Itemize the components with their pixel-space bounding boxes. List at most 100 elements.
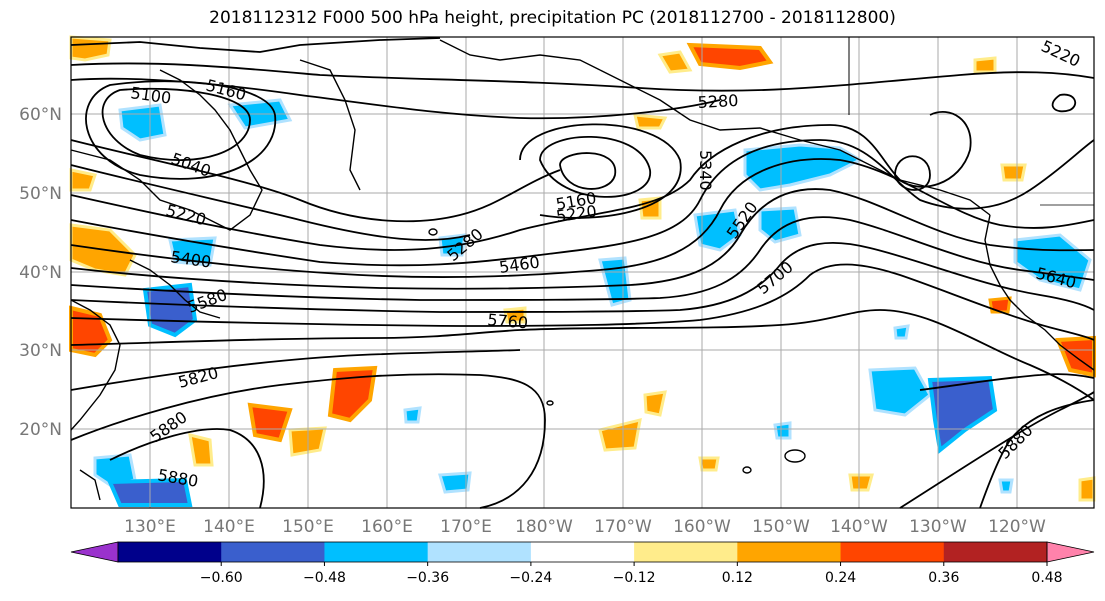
height-contour [109, 428, 265, 509]
lon-label: 150°E [282, 517, 334, 537]
colorbar-tick-label: 0.12 [722, 570, 753, 586]
height-contour [539, 135, 651, 198]
lon-label: 120°W [988, 517, 1046, 537]
coastline-bering [439, 39, 601, 71]
colorbar-segment [324, 542, 429, 562]
precip-negative-area [773, 421, 792, 440]
colorbar-tick-label: −0.36 [406, 570, 449, 586]
colorbar-tick-label: 0.48 [1031, 570, 1062, 586]
lon-label: 170°W [594, 517, 652, 537]
height-contour [70, 62, 1095, 92]
colorbar-tick-label: −0.24 [509, 570, 552, 586]
height-contour [1051, 93, 1077, 113]
longitude-labels: 130°E 140°E 150°E 160°E 170°E 180°W 170°… [124, 517, 1046, 537]
coastline-asia [70, 69, 263, 231]
colorbar-extend-min [70, 541, 119, 563]
lon-label: 180°W [515, 517, 573, 537]
colorbar-extend-max [1046, 541, 1095, 563]
colorbar: −0.60 −0.48 −0.36 −0.24 −0.12 0.12 0.24 0.36 0.4… [70, 541, 1095, 586]
colorbar-tick-label: 0.24 [825, 570, 856, 586]
colorbar-frame [117, 541, 1048, 563]
height-contour [70, 139, 1095, 267]
lon-label: 130°W [909, 517, 967, 537]
colorbar-tick-label: −0.60 [200, 570, 243, 586]
height-contour [70, 241, 1095, 313]
lat-label: 20°N [19, 420, 62, 440]
height-contour [919, 373, 1095, 391]
precip-negative-area [868, 366, 932, 417]
colorbar-tick-label: 0.36 [928, 570, 959, 586]
chart-title: 2018112312 F000 500 hPa height, precipit… [209, 8, 896, 28]
lat-label: 40°N [19, 263, 62, 283]
precip-positive-area [848, 473, 874, 492]
colorbar-segments [70, 541, 1095, 563]
precip-positive-area [686, 42, 774, 71]
island [546, 400, 554, 406]
lon-label: 170°E [440, 517, 492, 537]
height-contours [70, 37, 1095, 509]
lat-label: 50°N [19, 184, 62, 204]
contour-label: 5760 [487, 310, 529, 332]
height-contour [70, 349, 521, 391]
height-contour [70, 188, 1095, 290]
contour-label: 5340 [696, 150, 715, 191]
colorbar-segment [530, 542, 635, 562]
islands [428, 228, 806, 474]
lon-label: 160°W [673, 517, 731, 537]
precip-positive-area [247, 402, 293, 443]
coastline-japan [129, 259, 221, 319]
colorbar-segment [427, 542, 532, 562]
height-contour [85, 80, 276, 180]
colorbar-segment [118, 542, 222, 562]
colorbar-segment [943, 542, 1048, 562]
height-contour [70, 158, 1095, 278]
height-contour [899, 391, 1095, 509]
lon-label: 140°W [830, 517, 888, 537]
precip-negative-area [893, 324, 910, 340]
precip-positive-area [973, 56, 997, 74]
map-frame [70, 36, 1095, 509]
colorbar-segment [737, 542, 842, 562]
height-contour [894, 155, 931, 191]
precip-positive-area [598, 417, 642, 452]
colorbar-tick-label: −0.12 [613, 570, 656, 586]
contour-label: 5280 [697, 91, 739, 112]
height-contour [70, 216, 1095, 301]
precip-positive-area [327, 365, 378, 423]
coastline-kamchatka [299, 59, 361, 191]
height-contour [559, 152, 616, 190]
precip-negative-area [743, 143, 864, 192]
island [428, 228, 438, 236]
coastline-china [70, 299, 121, 431]
precip-positive-area [188, 432, 214, 467]
height-contour [70, 111, 972, 251]
colorbar-ticks: −0.60 −0.48 −0.36 −0.24 −0.12 0.12 0.24 0.36 0.4… [200, 562, 1063, 586]
precip-negative-area [438, 471, 472, 494]
hawaii-island [742, 466, 752, 474]
precip-negative-area [927, 375, 998, 454]
lon-label: 150°W [752, 517, 810, 537]
precip-positive-area [1000, 163, 1027, 182]
height-contour [70, 139, 561, 223]
height-contour [70, 309, 1095, 401]
height-contour [979, 399, 1095, 509]
colorbar-tick-label: −0.48 [303, 570, 346, 586]
colorbar-segment [221, 542, 325, 562]
height-contour [101, 87, 251, 161]
precip-negative-area [998, 478, 1014, 494]
height-contour [70, 263, 1095, 341]
precip-negative-area [693, 208, 742, 252]
lat-label: 60°N [19, 105, 62, 125]
precip-positive-area [1078, 476, 1096, 502]
lon-label: 140°E [203, 517, 255, 537]
precip-positive-area [643, 390, 667, 417]
precip-positive-area [69, 168, 97, 192]
height-contour [519, 123, 682, 219]
precip-positive-area [69, 35, 112, 62]
precip-negative-area [758, 206, 802, 244]
colorbar-segment [634, 542, 738, 562]
lon-label: 160°E [361, 517, 413, 537]
height-contour [70, 373, 546, 509]
coastline-philippines [79, 469, 101, 501]
height-contour [70, 37, 441, 53]
